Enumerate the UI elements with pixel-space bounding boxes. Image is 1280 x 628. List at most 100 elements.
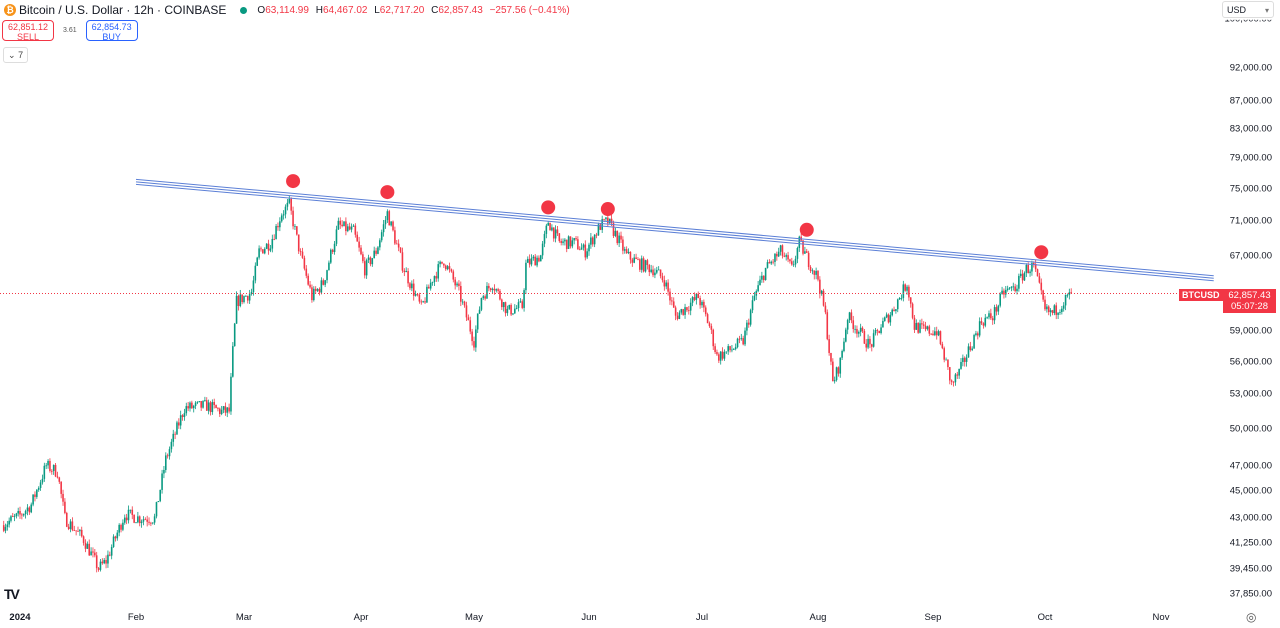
peak-marker[interactable] xyxy=(286,174,301,189)
candle xyxy=(558,232,561,243)
candle-body xyxy=(194,402,197,406)
candle xyxy=(150,521,152,527)
peak-marker[interactable] xyxy=(380,185,395,200)
candle xyxy=(271,234,274,253)
candle-body xyxy=(605,217,607,220)
candle xyxy=(1031,260,1033,276)
candle-body xyxy=(893,309,895,312)
candle xyxy=(597,222,600,236)
candle-body xyxy=(791,261,793,265)
candle xyxy=(547,221,549,226)
candle xyxy=(77,526,79,532)
candle-body xyxy=(828,339,830,353)
candle-body xyxy=(807,252,810,267)
candle xyxy=(215,404,217,409)
candle xyxy=(783,252,786,258)
peak-marker[interactable] xyxy=(799,222,814,237)
candle xyxy=(689,298,692,316)
candle-body xyxy=(663,280,666,287)
candle-body xyxy=(13,516,16,517)
candle xyxy=(661,272,664,283)
candle-body xyxy=(706,314,709,324)
candle xyxy=(279,217,281,232)
time-tick: Nov xyxy=(1152,612,1170,623)
candle-body xyxy=(549,223,551,231)
peak-marker[interactable] xyxy=(541,200,556,215)
sell-button[interactable]: 62,851.12 SELL xyxy=(2,20,54,42)
candle-body xyxy=(699,298,701,306)
candle-body xyxy=(712,329,715,347)
peak-marker[interactable] xyxy=(600,202,615,217)
candle xyxy=(678,310,681,320)
candle xyxy=(191,400,193,410)
candle-body xyxy=(386,211,389,220)
price-tick: 79,000.00 xyxy=(1229,152,1272,164)
candle-body xyxy=(280,215,283,222)
candle xyxy=(142,516,145,526)
settings-icon[interactable]: ◎ xyxy=(1246,610,1257,624)
peak-marker[interactable] xyxy=(1034,245,1049,260)
bar-countdown: 05:07:28 xyxy=(1231,301,1268,312)
candle-body xyxy=(650,269,652,273)
candle-body xyxy=(882,320,884,328)
trendline-segment[interactable] xyxy=(135,178,1214,277)
candle-body xyxy=(163,469,165,474)
candle xyxy=(309,281,311,289)
candle-body xyxy=(554,229,557,239)
candle xyxy=(744,327,746,347)
candle-body xyxy=(515,308,518,309)
candle xyxy=(275,223,277,240)
candle-body xyxy=(943,348,945,360)
candle-body xyxy=(56,476,59,478)
candle-body xyxy=(689,302,692,311)
candle-body xyxy=(680,309,683,313)
symbol-title[interactable]: Bitcoin / U.S. Dollar · 12h · COINBASE xyxy=(19,3,227,17)
candle xyxy=(348,222,351,231)
candle xyxy=(599,223,602,231)
candle xyxy=(991,315,994,325)
candle xyxy=(51,469,53,475)
candle xyxy=(411,280,413,292)
candle xyxy=(428,284,430,289)
currency-select[interactable]: USD ▾ xyxy=(1222,1,1274,18)
candle xyxy=(1044,295,1046,311)
candle xyxy=(185,402,188,416)
trendline-segment[interactable] xyxy=(135,183,1214,282)
candle xyxy=(239,289,242,308)
candle xyxy=(824,302,827,315)
price-tick: 59,000.00 xyxy=(1229,325,1272,337)
candle-body xyxy=(504,302,507,314)
candle xyxy=(179,410,182,430)
candle xyxy=(807,250,810,270)
candle-body xyxy=(573,238,575,241)
candle xyxy=(330,248,332,265)
candle-body xyxy=(209,402,212,413)
time-tick: Aug xyxy=(809,612,827,623)
trendline-segment[interactable] xyxy=(135,181,1214,279)
candle xyxy=(958,368,960,379)
candle xyxy=(975,330,977,337)
trendline[interactable] xyxy=(135,178,1214,282)
candle xyxy=(90,547,92,556)
candle xyxy=(422,300,424,303)
candle-body xyxy=(273,238,275,240)
candle xyxy=(220,405,223,416)
buy-button[interactable]: 62,854.73 BUY xyxy=(85,20,138,42)
indicators-toggle[interactable]: ⌄ 7 xyxy=(3,47,29,63)
candle xyxy=(418,292,421,304)
candle-body xyxy=(331,249,334,253)
candle xyxy=(999,292,1001,308)
tradingview-logo[interactable]: TV xyxy=(4,586,20,602)
candle-body xyxy=(348,226,351,230)
candle-body xyxy=(667,282,669,292)
candle-body xyxy=(501,299,503,308)
candle-body xyxy=(248,293,251,301)
candle xyxy=(882,317,884,328)
candle-body xyxy=(528,258,531,265)
candle xyxy=(667,279,669,296)
candle xyxy=(358,236,360,252)
candle xyxy=(28,506,31,515)
candle xyxy=(1025,263,1028,278)
candle xyxy=(869,336,871,349)
